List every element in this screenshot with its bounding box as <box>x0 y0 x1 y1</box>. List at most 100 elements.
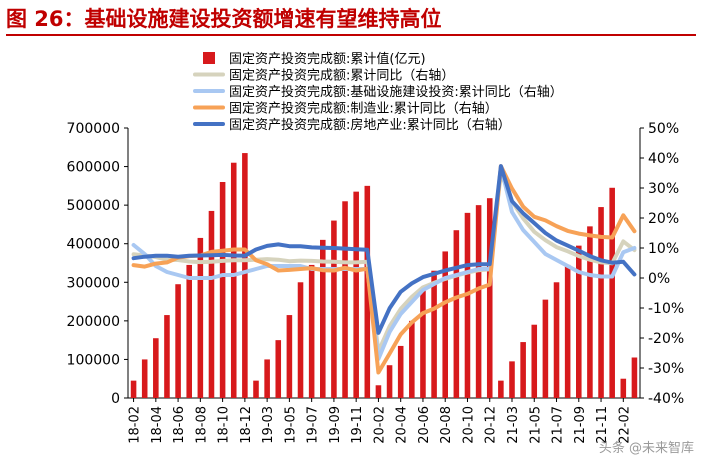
bar <box>531 324 538 398</box>
x-tick-label: 21-09 <box>573 406 588 444</box>
bar <box>397 345 404 398</box>
bar <box>342 201 348 398</box>
x-tick-label: 21-11 <box>595 406 610 444</box>
x-tick-label: 18-12 <box>239 406 254 444</box>
series-line-3 <box>131 164 637 375</box>
bar <box>186 264 192 398</box>
x-tick-label: 18-08 <box>194 406 209 444</box>
bar <box>242 153 248 398</box>
bar <box>264 359 270 398</box>
x-tick-label: 18-02 <box>128 406 143 444</box>
x-tick-label: 21-03 <box>506 406 521 444</box>
bar <box>141 359 148 398</box>
right-tick-label: -20% <box>648 331 684 347</box>
right-tick-label: 0% <box>648 271 670 287</box>
series-line-1 <box>131 171 637 354</box>
x-tick-label: 19-05 <box>283 406 298 444</box>
bar <box>375 385 382 398</box>
bar <box>631 357 638 398</box>
x-tick-label: 22-02 <box>617 406 632 444</box>
bar <box>475 205 482 398</box>
left-tick-label: 200000 <box>67 314 120 330</box>
bar <box>153 338 159 398</box>
x-tick-label: 20-02 <box>372 406 387 444</box>
x-tick-label: 19-09 <box>328 406 343 444</box>
left-tick-label: 500000 <box>67 198 120 214</box>
bar <box>208 210 215 398</box>
bar <box>253 380 259 398</box>
bar <box>520 342 526 398</box>
legend-label: 固定资产投资完成额:累计同比（右轴） <box>229 68 454 84</box>
x-tick-label: 20-10 <box>461 406 476 444</box>
left-tick-label: 400000 <box>67 237 120 253</box>
legend-label: 固定资产投资完成额:累计值(亿元) <box>229 51 426 67</box>
x-tick-label: 18-04 <box>150 406 165 444</box>
right-tick-label: 10% <box>648 241 679 257</box>
bar <box>576 245 582 398</box>
bar <box>409 320 415 398</box>
bar <box>164 315 170 398</box>
x-tick-label: 21-05 <box>528 406 543 444</box>
x-tick-label: 18-06 <box>172 406 187 444</box>
bar <box>275 340 282 398</box>
x-tick-label: 19-03 <box>261 406 276 444</box>
x-tick-label: 19-11 <box>350 406 365 444</box>
bar <box>453 230 460 398</box>
page-title: 图 26：基础设施建设投资额增速有望维持高位 <box>6 4 696 36</box>
bar <box>230 162 237 398</box>
left-tick-label: 600000 <box>67 160 120 176</box>
bar <box>320 239 326 398</box>
x-tick-label: 20-04 <box>395 406 410 444</box>
bar <box>386 365 393 398</box>
x-tick-label: 20-12 <box>484 406 499 444</box>
bar <box>130 380 137 398</box>
legend-label: 固定资产投资完成额:制造业:累计同比（右轴） <box>229 101 498 117</box>
bar <box>431 270 437 398</box>
bar <box>197 237 204 398</box>
left-tick-label: 300000 <box>67 275 120 291</box>
series-line-2 <box>131 165 637 361</box>
bar <box>609 187 615 398</box>
combo-chart: 0 100000 200000 300000 400000 500000 600000 700… <box>67 51 685 444</box>
left-tick-label: 0 <box>111 391 120 407</box>
bar <box>353 191 359 398</box>
bar <box>598 207 604 398</box>
bar <box>542 299 549 398</box>
right-tick-label: -10% <box>648 301 684 317</box>
bar <box>297 282 304 398</box>
bar <box>464 212 471 398</box>
legend-label: 固定资产投资完成额:基础设施建设投资:累计同比（右轴） <box>229 84 563 100</box>
bar <box>620 378 627 398</box>
bar <box>587 226 593 398</box>
bar <box>364 185 371 398</box>
right-tick-label: 30% <box>648 181 679 197</box>
bar <box>486 198 493 398</box>
right-tick-label: 50% <box>648 121 679 137</box>
bar <box>553 282 560 398</box>
right-tick-label: 40% <box>648 151 679 167</box>
legend-label: 固定资产投资完成额:房地产业:累计同比（右轴） <box>229 117 511 133</box>
bar <box>286 315 293 398</box>
bar <box>498 380 504 398</box>
bar <box>175 284 181 398</box>
x-tick-label: 20-08 <box>439 406 454 444</box>
bar <box>308 264 315 398</box>
x-tick-label: 20-06 <box>417 406 432 444</box>
x-tick-label: 19-07 <box>306 406 321 444</box>
left-tick-label: 700000 <box>67 121 120 137</box>
x-tick-label: 21-07 <box>551 406 566 444</box>
bar <box>509 361 515 398</box>
legend-swatch-bar <box>203 52 215 64</box>
x-tick-label: 18-10 <box>217 406 232 444</box>
bar <box>219 182 226 398</box>
bar <box>442 251 448 398</box>
right-tick-label: -30% <box>648 361 684 377</box>
series-line-4 <box>131 164 637 335</box>
left-tick-label: 100000 <box>67 352 120 368</box>
watermark-text: 头条 @未来智库 <box>598 441 694 456</box>
bar <box>564 264 571 398</box>
right-tick-label: -40% <box>648 391 684 407</box>
right-tick-label: 20% <box>648 211 679 227</box>
bar <box>420 290 426 398</box>
bar <box>331 220 337 398</box>
